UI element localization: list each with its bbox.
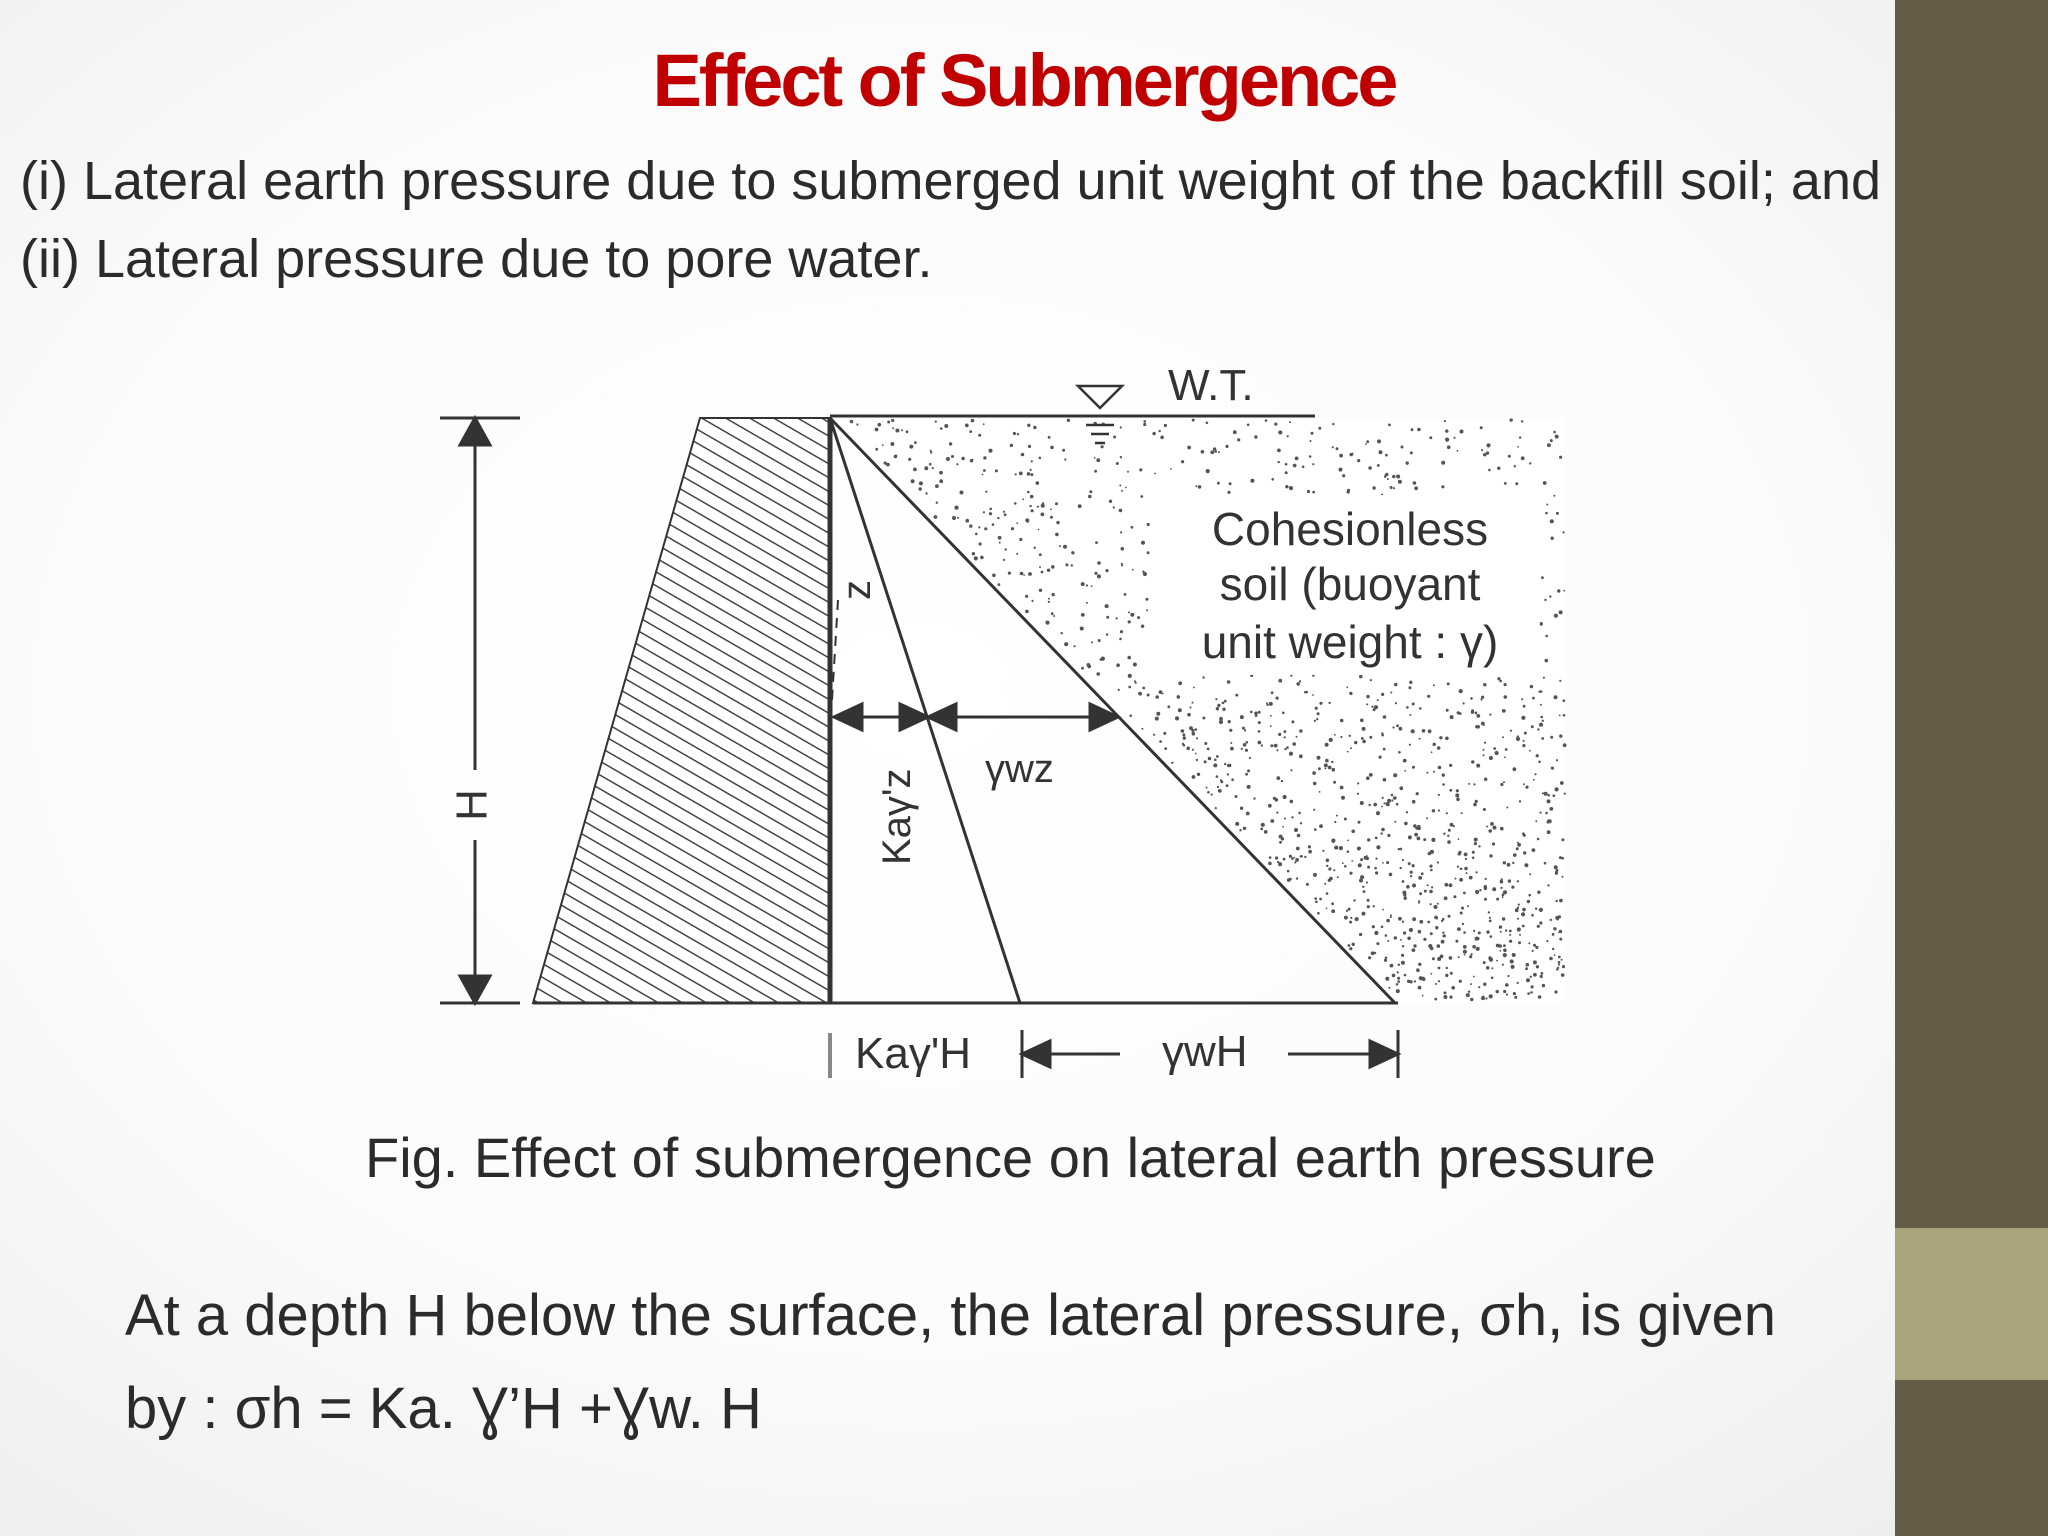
body-line-1: At a depth H below the surface, the late… [125, 1283, 1777, 1348]
soil-label-background [1150, 495, 1540, 675]
submergence-diagram: W.T. z Kaγ'z γwz Cohesionless soil (buoy… [440, 361, 1567, 1078]
retaining-wall [531, 417, 831, 1004]
gamma-w-h-arrow [1018, 1030, 1402, 1078]
height-dimension [440, 414, 520, 1007]
water-table-symbol [1074, 384, 1126, 445]
sidebar-accent-block [1895, 1228, 2048, 1380]
soil-pressure-line [828, 417, 1022, 1004]
gamma-w-z-label: γwz [985, 747, 1054, 791]
intro-line-2: (ii) Lateral pressure due to pore water. [20, 229, 933, 289]
ka-gamma-h-label: Kaγ'H [855, 1029, 971, 1078]
water-table-label: W.T. [1168, 361, 1254, 410]
soil-label-line1: Cohesionless [1212, 503, 1488, 555]
height-label: H [448, 789, 497, 821]
soil-label-line3: unit weight : γ) [1202, 616, 1499, 668]
body-line-2: by : σh = Ka. Ɣ’H +Ɣw. H [125, 1376, 762, 1441]
ka-gamma-z-label: Kaγ'z [875, 768, 919, 865]
pressure-arrows-depth-z [830, 701, 1122, 733]
intro-line-1: (i) Lateral earth pressure due to submer… [20, 151, 1882, 211]
slide-title: Effect of Submergence [652, 39, 1399, 122]
gamma-w-h-label: γwH [1162, 1027, 1248, 1076]
figure-caption: Fig. Effect of submergence on lateral ea… [365, 1126, 1656, 1189]
depth-label: z [835, 580, 879, 600]
depth-arrow [831, 599, 839, 701]
soil-label-line2: soil (buoyant [1220, 558, 1481, 610]
total-pressure-line [828, 416, 1397, 1005]
